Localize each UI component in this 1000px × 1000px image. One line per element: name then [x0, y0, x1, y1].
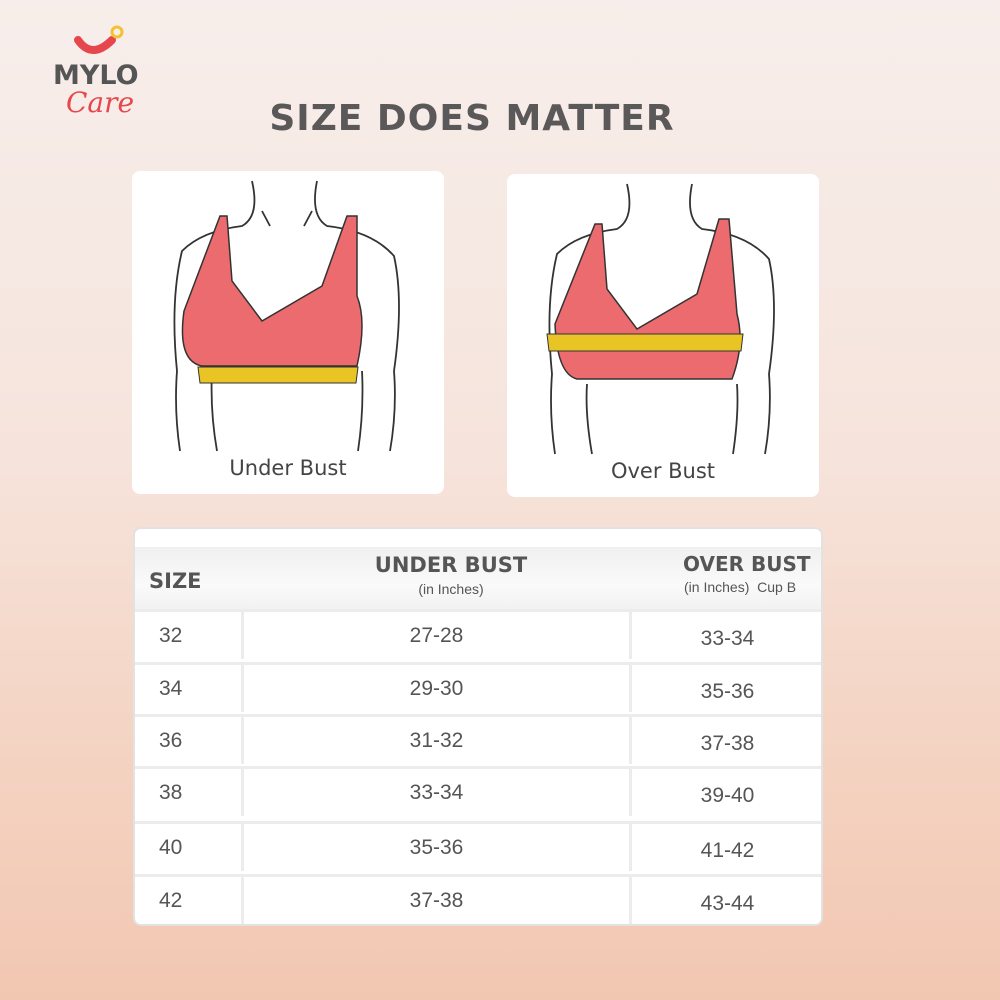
- over-bust-cell: 37-38: [629, 717, 821, 764]
- logo-text: MYLO: [53, 60, 139, 91]
- header-under-bust-unit: (in Inches): [418, 581, 484, 597]
- header-over-bust-unit: (in Inches) Cup B: [684, 579, 797, 595]
- under-bust-cell: 27-28: [241, 612, 629, 659]
- table-row: 40 35-36 41-42: [135, 821, 821, 871]
- over-bust-cell: 43-44: [629, 877, 821, 924]
- over-bust-card: Over Bust: [507, 174, 819, 497]
- under-bust-cell: 35-36: [241, 824, 629, 871]
- size-cell: 40: [159, 835, 183, 859]
- over-bust-caption: Over Bust: [610, 459, 716, 483]
- under-bust-card: Under Bust: [132, 171, 444, 494]
- table-row: 36 31-32 37-38: [135, 714, 821, 764]
- page-title: SIZE DOES MATTER: [269, 98, 675, 139]
- over-bust-cell: 39-40: [629, 769, 821, 816]
- mylo-care-logo: MYLO Care: [50, 22, 140, 122]
- header-under-bust: UNDER BUST: [374, 553, 528, 577]
- under-bust-cell: 37-38: [241, 877, 629, 924]
- under-bust-cell: 29-30: [241, 665, 629, 712]
- over-bust-cell: 35-36: [629, 665, 821, 712]
- over-bust-cell: 41-42: [629, 824, 821, 871]
- table-row: 38 33-34 39-40: [135, 766, 821, 816]
- over-bust-illustration: [546, 183, 775, 455]
- header-over-bust: OVER BUST: [683, 552, 811, 576]
- table-row: 32 27-28 33-34: [135, 609, 821, 659]
- under-bust-illustration: [173, 180, 400, 452]
- size-cell: 34: [159, 676, 183, 700]
- size-chart-table: SIZE UNDER BUST (in Inches) OVER BUST (i…: [133, 527, 823, 926]
- size-cell: 38: [159, 780, 183, 804]
- table-row: 42 37-38 43-44: [135, 874, 821, 924]
- under-bust-cell: 33-34: [241, 769, 629, 816]
- logo-subtext: Care: [66, 86, 135, 119]
- size-cell: 32: [159, 623, 183, 647]
- size-cell: 42: [159, 888, 183, 912]
- under-bust-caption: Under Bust: [229, 456, 347, 480]
- under-bust-cell: 31-32: [241, 717, 629, 764]
- size-cell: 36: [159, 728, 183, 752]
- table-row: 34 29-30 35-36: [135, 662, 821, 712]
- table-header: SIZE UNDER BUST (in Inches) OVER BUST (i…: [135, 547, 821, 611]
- header-size: SIZE: [149, 569, 202, 593]
- over-bust-cell: 33-34: [629, 612, 821, 659]
